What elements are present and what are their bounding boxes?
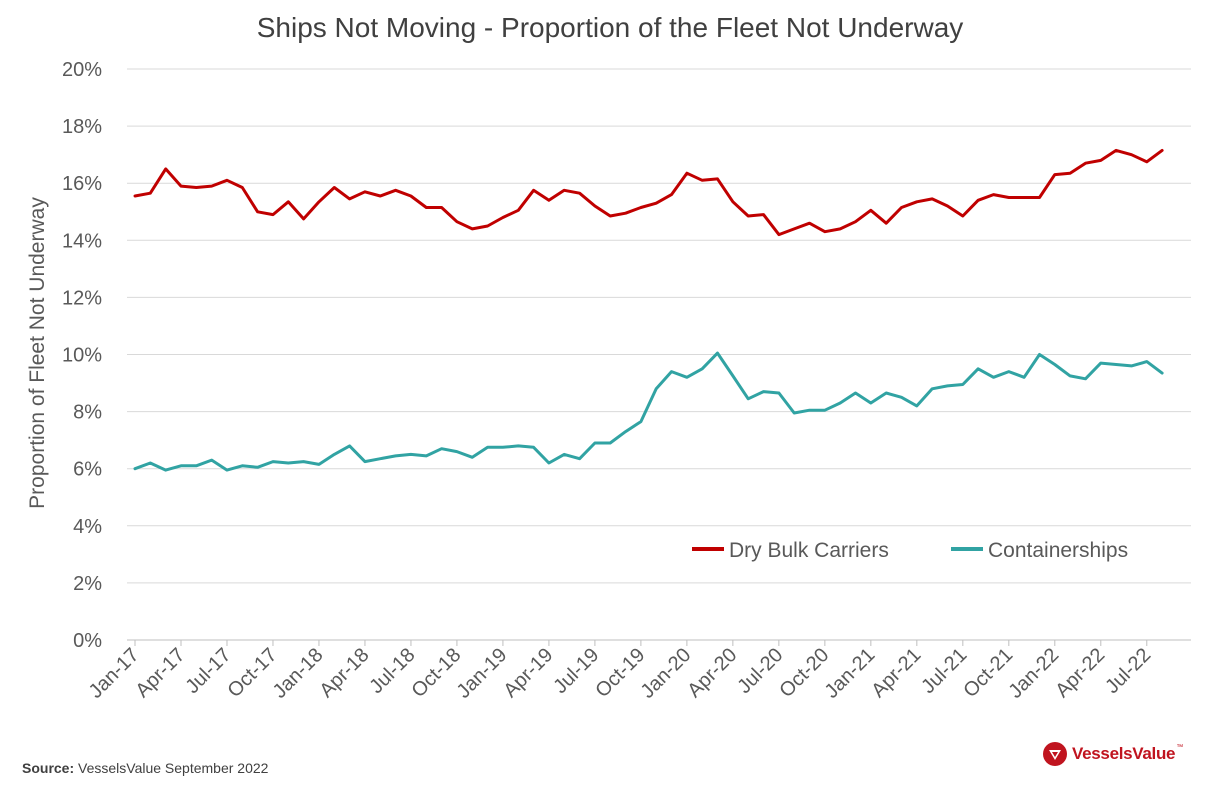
source-text: VesselsValue September 2022	[78, 760, 269, 776]
y-tick-label: 2%	[73, 573, 102, 595]
x-tick-label: Jan-18	[269, 644, 328, 703]
y-axis-label: Proportion of Fleet Not Underway	[26, 197, 49, 509]
y-tick-label: 10%	[62, 345, 102, 367]
series-line-containerships	[133, 351, 1164, 472]
brand-logo: VesselsValue ™	[1043, 742, 1183, 766]
x-tick-label: Apr-21	[867, 644, 925, 702]
legend-label-containerships: Containerships	[988, 539, 1128, 562]
x-tick-label: Oct-17	[224, 644, 282, 702]
x-tick-label: Oct-18	[407, 644, 465, 702]
x-tick-label: Apr-18	[315, 644, 373, 702]
y-tick-label: 6%	[73, 459, 102, 481]
y-tick-label: 0%	[73, 630, 102, 652]
y-tick-label: 16%	[62, 173, 102, 195]
y-tick-label: 20%	[62, 59, 102, 81]
chart-title: Ships Not Moving - Proportion of the Fle…	[257, 12, 964, 43]
y-tick-label: 12%	[62, 287, 102, 309]
y-tick-label: 8%	[73, 402, 102, 424]
x-tick-label: Jan-19	[453, 644, 512, 703]
legend-label-dry-bulk: Dry Bulk Carriers	[729, 539, 889, 562]
source-note: Source: VesselsValue September 2022	[22, 760, 268, 776]
x-tick-label: Apr-17	[132, 644, 190, 702]
vesselsvalue-logo-icon	[1043, 742, 1067, 766]
source-label: Source:	[22, 760, 75, 776]
x-tick-label: Jan-20	[637, 644, 696, 703]
y-tick-label: 18%	[62, 116, 102, 138]
x-axis-ticks: Jan-17Apr-17Jul-17Oct-17Jan-18Apr-18Jul-…	[85, 640, 1155, 703]
x-tick-label: Apr-20	[683, 644, 741, 702]
brand-name: VesselsValue	[1072, 744, 1176, 763]
x-tick-label: Jan-21	[821, 644, 880, 703]
x-tick-label: Apr-22	[1051, 644, 1109, 702]
x-tick-label: Oct-21	[959, 644, 1017, 702]
x-tick-label: Oct-20	[775, 644, 833, 702]
x-tick-label: Apr-19	[499, 644, 557, 702]
y-tick-label: 4%	[73, 516, 102, 538]
x-tick-label: Jan-17	[85, 644, 144, 703]
series-lines	[133, 148, 1164, 472]
y-tick-label: 14%	[62, 230, 102, 252]
gridlines	[127, 68, 1191, 641]
legend: Dry Bulk Carriers Containerships	[692, 539, 1128, 562]
x-tick-label: Oct-19	[591, 644, 649, 702]
y-axis-ticks: 0% 2% 4% 6% 8% 10% 12% 14% 16% 18% 20%	[62, 59, 102, 652]
brand-trademark: ™	[1176, 743, 1184, 751]
x-tick-label: Jan-22	[1005, 644, 1064, 703]
x-tick-label: Jul-22	[1101, 644, 1155, 698]
series-line-dry-bulk-carriers	[133, 148, 1164, 237]
